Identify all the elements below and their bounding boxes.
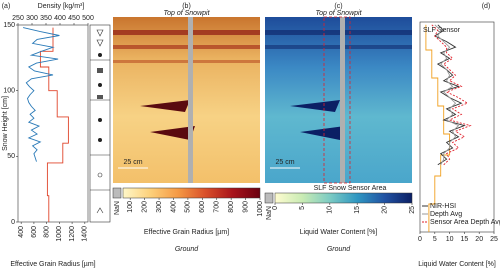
scale-label: 25 cm	[275, 159, 294, 166]
image-title: Top of Snowpit	[163, 10, 210, 17]
plot-frame	[17, 24, 89, 223]
x-tick-label: 10	[446, 236, 454, 243]
colorbar-tick-label: 100	[127, 201, 134, 213]
nan-label: NaN	[114, 201, 121, 215]
image-title: Top of Snowpit	[315, 10, 362, 17]
colorbar-tick-label: 20	[381, 206, 388, 214]
legend-label: Sensor Area Depth Avg	[430, 219, 500, 226]
colorbar-tick-label: 400	[170, 201, 177, 213]
top-tick-label: 500	[82, 15, 94, 22]
y-tick-label: 100	[3, 88, 15, 95]
colorbar-tick-label: 1000	[257, 201, 264, 217]
series-line	[434, 24, 460, 166]
series-line	[433, 24, 466, 166]
nan-box	[264, 192, 274, 204]
colorbar-tick-label: 600	[199, 201, 206, 213]
scale-label: 25 cm	[123, 159, 142, 166]
image-xlabel: Ground	[327, 246, 351, 253]
top-tick-label: 400	[54, 15, 66, 22]
colorbar-label: Liquid Water Content [%]	[300, 229, 378, 236]
x-tick-label: 1000	[56, 226, 63, 242]
colorbar-tick-label: 0	[272, 206, 279, 210]
x-tick-label: 25	[490, 236, 498, 243]
colorbar-tick-label: 200	[141, 201, 148, 213]
y-tick-label: 0	[11, 219, 15, 226]
top-tick-label: 350	[40, 15, 52, 22]
x-tick-label: 400	[18, 226, 25, 238]
y-axis-label: Snow Height [cm]	[2, 96, 9, 151]
top-tick-label: 250	[12, 15, 24, 22]
panel-label: (d)	[482, 3, 491, 10]
colorbar-tick-label: 15	[354, 206, 361, 214]
colorbar-tick-label: 800	[228, 201, 235, 213]
lwc-image	[265, 16, 412, 184]
x-axis-label: Effective Grain Radius [µm]	[10, 261, 95, 268]
top-axis-label: Density [kg/m³]	[38, 3, 85, 10]
x-tick-label: 1200	[69, 226, 76, 242]
nan-label: NaN	[266, 206, 273, 220]
y-tick-label: 50	[7, 153, 15, 160]
series-label: SLF Sensor	[423, 27, 461, 34]
x-tick-label: 1400	[82, 226, 89, 242]
series-line	[431, 24, 472, 166]
colorbar-tick-label: 700	[214, 201, 221, 213]
series-line	[39, 27, 69, 222]
y-tick-label: 150	[3, 22, 15, 29]
colorbar	[122, 187, 261, 199]
grain-shape-column	[89, 24, 111, 223]
top-tick-label: 300	[26, 15, 38, 22]
colorbar-tick-label: 300	[156, 201, 163, 213]
panel-label: (c)	[334, 3, 342, 10]
colorbar-tick-label: 25	[409, 206, 416, 214]
plot-frame	[419, 21, 495, 233]
x-tick-label: 600	[31, 226, 38, 238]
series-line	[22, 27, 60, 162]
nan-box	[112, 187, 122, 199]
colorbar-tick-label: 500	[185, 201, 192, 213]
panel-label: (b)	[182, 3, 191, 10]
series-line	[425, 24, 451, 232]
colorbar	[274, 192, 413, 204]
image-xlabel: Ground	[175, 246, 199, 253]
legend-label: Depth Avg	[430, 211, 462, 218]
top-tick-label: 450	[68, 15, 80, 22]
annotation: SLF Snow Sensor Area	[314, 185, 387, 192]
grain-radius-image	[113, 17, 260, 183]
colorbar-tick-label: 10	[327, 206, 334, 214]
colorbar-label: Effective Grain Radius [µm]	[144, 229, 229, 236]
x-axis-label: Liquid Water Content [%]	[418, 261, 496, 268]
x-tick-label: 15	[461, 236, 469, 243]
colorbar-tick-label: 5	[299, 206, 306, 210]
x-tick-label: 20	[475, 236, 483, 243]
x-tick-label: 5	[433, 236, 437, 243]
colorbar-tick-label: 900	[242, 201, 249, 213]
x-tick-label: 800	[43, 226, 50, 238]
legend-label: NIR-HSI	[430, 203, 456, 210]
panel-label: (a)	[2, 3, 11, 10]
x-tick-label: 0	[418, 236, 422, 243]
